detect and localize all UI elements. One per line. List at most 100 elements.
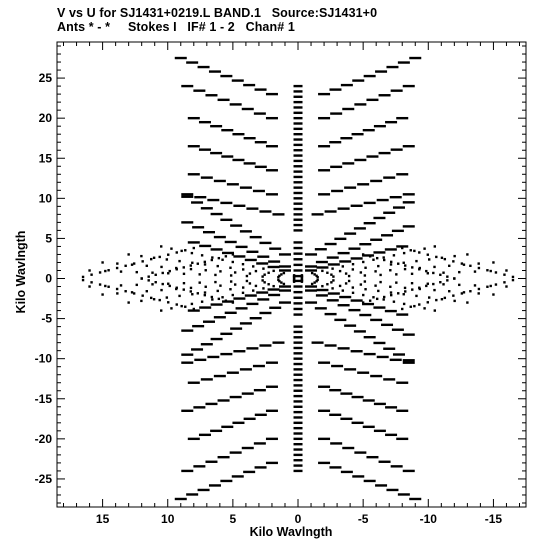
uv-dot xyxy=(189,290,192,293)
uv-dash xyxy=(200,176,213,179)
uv-dash xyxy=(233,297,246,300)
uv-dash xyxy=(268,293,281,297)
uv-dot xyxy=(473,270,477,273)
uv-dot xyxy=(98,283,102,286)
uv-dash xyxy=(220,479,233,483)
plot-frame xyxy=(56,41,527,508)
uv-dash xyxy=(208,70,221,73)
uv-dash xyxy=(318,385,331,388)
uv-dash xyxy=(187,309,200,312)
uv-dash xyxy=(181,409,194,412)
uv-dash xyxy=(389,358,402,362)
y-tick-label: -25 xyxy=(35,472,53,486)
uv-dash xyxy=(326,256,339,259)
uv-dash xyxy=(197,488,210,492)
uv-dash xyxy=(293,106,303,109)
uv-dash xyxy=(381,234,394,237)
uv-dash xyxy=(363,74,376,78)
uv-dot xyxy=(217,297,221,301)
x-tick-label: 15 xyxy=(96,512,110,526)
uv-dash xyxy=(254,413,267,417)
uv-dot xyxy=(165,296,169,299)
uv-dot xyxy=(261,279,264,282)
uv-dot xyxy=(90,281,93,284)
uv-dot xyxy=(462,263,466,266)
uv-dash xyxy=(224,240,237,244)
uv-dot xyxy=(241,263,245,266)
uv-dash xyxy=(293,100,303,104)
uv-dash xyxy=(331,189,344,193)
uv-dash xyxy=(254,88,267,91)
uv-dash xyxy=(396,437,409,441)
uv-dash xyxy=(396,245,409,248)
uv-dash xyxy=(293,362,303,366)
uv-dot xyxy=(442,283,445,286)
uv-dash xyxy=(330,165,343,169)
uv-dot xyxy=(433,309,437,312)
uv-dot xyxy=(489,269,492,273)
uv-dot xyxy=(210,258,214,262)
y-tick-label: -10 xyxy=(35,352,53,366)
uv-dot xyxy=(392,254,396,257)
uv-dot xyxy=(390,293,393,297)
uv-dash xyxy=(396,381,409,384)
uv-dash xyxy=(239,322,252,325)
uv-dot xyxy=(198,281,201,284)
uv-dot xyxy=(392,300,396,303)
y-tick-label: 20 xyxy=(39,111,53,125)
uv-dash xyxy=(192,324,205,328)
uv-dot xyxy=(351,286,355,289)
uv-dot xyxy=(168,269,171,273)
uv-dot xyxy=(505,269,508,272)
uv-dot xyxy=(158,255,161,259)
uv-dot xyxy=(443,257,447,261)
uv-dash xyxy=(293,127,303,131)
uv-dot xyxy=(219,284,222,287)
uv-dot xyxy=(477,266,481,270)
uv-dash xyxy=(293,448,303,451)
uv-dash xyxy=(293,442,303,446)
uv-dot xyxy=(442,271,445,274)
uv-dash xyxy=(278,265,291,268)
uv-dot xyxy=(241,291,245,295)
uv-dot xyxy=(119,270,123,273)
uv-dash xyxy=(186,493,199,496)
uv-dash xyxy=(269,247,282,250)
uv-dash xyxy=(256,262,269,265)
uv-dot xyxy=(361,253,365,256)
uv-dash xyxy=(252,189,265,193)
uv-dash xyxy=(362,128,375,132)
uv-dash xyxy=(318,461,331,465)
uv-dot xyxy=(182,266,185,269)
uv-dot xyxy=(254,284,258,288)
uv-dot xyxy=(280,273,283,276)
uv-dash xyxy=(293,410,303,414)
uv-dash xyxy=(207,198,220,202)
uv-dash xyxy=(373,341,386,345)
uv-dot xyxy=(98,271,102,274)
uv-dot xyxy=(165,258,169,261)
uv-dot xyxy=(189,264,192,267)
uv-dot xyxy=(432,271,435,275)
uv-dash xyxy=(293,405,303,408)
uv-dash xyxy=(376,198,389,202)
uv-dash xyxy=(373,124,386,128)
uv-dash xyxy=(384,309,397,313)
uv-dot xyxy=(217,256,221,260)
uv-dot xyxy=(469,264,472,268)
uv-dash xyxy=(314,248,327,251)
uv-dot xyxy=(347,279,351,283)
uv-dot xyxy=(427,258,431,261)
uv-dot xyxy=(267,271,270,274)
uv-dash xyxy=(269,306,282,309)
uv-dash xyxy=(386,65,399,69)
uv-dot xyxy=(152,256,156,259)
uv-dot xyxy=(310,271,314,275)
uv-dash xyxy=(181,329,194,332)
uv-dot xyxy=(425,269,428,273)
uv-dot xyxy=(341,289,345,292)
uv-dot xyxy=(494,283,498,286)
uv-dot xyxy=(418,251,421,254)
uv-dash xyxy=(293,241,303,244)
uv-dash xyxy=(244,258,257,262)
